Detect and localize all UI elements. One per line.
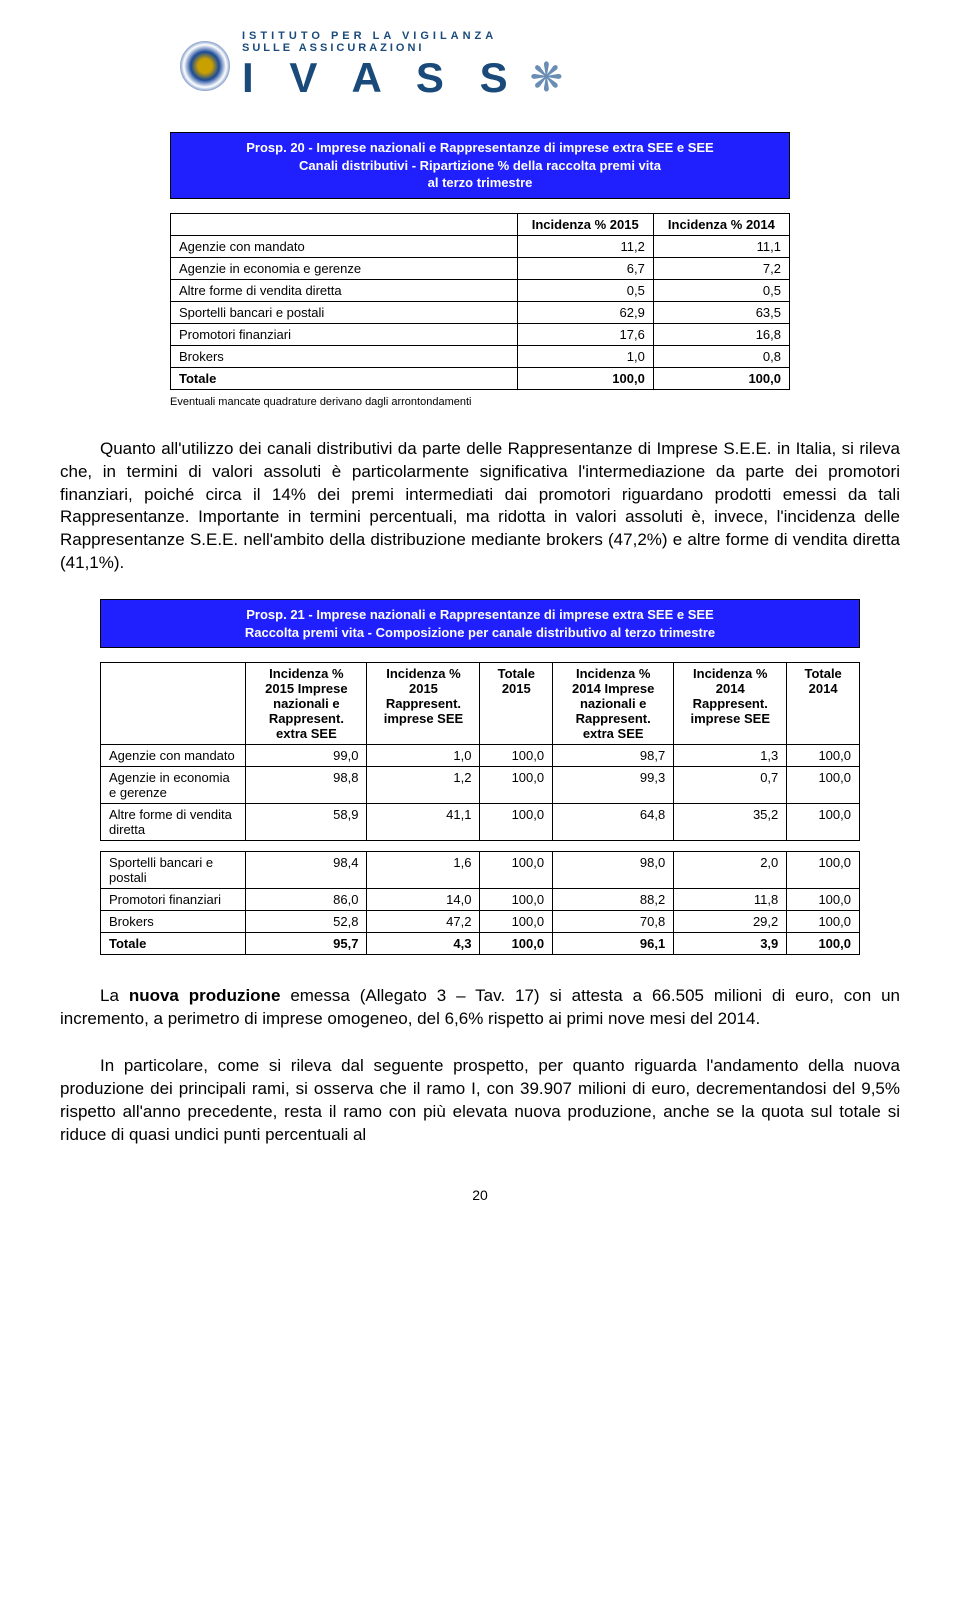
- table-row: Brokers 1,0 0,8: [171, 345, 790, 367]
- prosp20-col2: Incidenza % 2014: [653, 213, 789, 235]
- table-row: Sportelli bancari e postali 62,9 63,5: [171, 301, 790, 323]
- prosp21-h6: Totale 2014: [787, 663, 860, 745]
- page-number: 20: [60, 1187, 900, 1203]
- prosp21-title-l2: Raccolta premi vita - Composizione per c…: [111, 624, 849, 642]
- prosp21-table: Incidenza % 2015 Imprese nazionali e Rap…: [100, 662, 860, 955]
- prosp21-title-l1: Prosp. 21 - Imprese nazionali e Rapprese…: [111, 606, 849, 624]
- prosp20-table: Incidenza % 2015 Incidenza % 2014 Agenzi…: [170, 213, 790, 390]
- table-row: Agenzie con mandato 11,2 11,1: [171, 235, 790, 257]
- table-row: Brokers 52,8 47,2 100,0 70,8 29,2 100,0: [101, 911, 860, 933]
- emblem-icon: [180, 41, 230, 91]
- prosp21-h4: Incidenza % 2014 Imprese nazionali e Rap…: [553, 663, 674, 745]
- prosp20-col1: Incidenza % 2015: [517, 213, 653, 235]
- prosp20-header: Prosp. 20 - Imprese nazionali e Rapprese…: [170, 132, 790, 199]
- table-row: Altre forme di vendita diretta 0,5 0,5: [171, 279, 790, 301]
- prosp21-h2: Incidenza % 2015 Rappresent. imprese SEE: [367, 663, 480, 745]
- logo-brand: I V A S S: [242, 54, 520, 102]
- table-row: Sportelli bancari e postali 98,4 1,6 100…: [101, 852, 860, 889]
- prosp20-title-l2: Canali distributivi - Ripartizione % del…: [181, 157, 779, 175]
- table-row: Agenzie in economia e gerenze 6,7 7,2: [171, 257, 790, 279]
- prosp21-h1: Incidenza % 2015 Imprese nazionali e Rap…: [246, 663, 367, 745]
- paragraph-2: La nuova produzione emessa (Allegato 3 –…: [60, 985, 900, 1031]
- table-total-row: Totale 100,0 100,0: [171, 367, 790, 389]
- table-row: Altre forme di vendita diretta 58,9 41,1…: [101, 804, 860, 841]
- table-row: Agenzie in economia e gerenze 98,8 1,2 1…: [101, 767, 860, 804]
- logo-header: ISTITUTO PER LA VIGILANZA SULLE ASSICURA…: [180, 30, 900, 102]
- prosp20-title-l3: al terzo trimestre: [181, 174, 779, 192]
- prosp21-h5: Incidenza % 2014 Rappresent. imprese SEE: [674, 663, 787, 745]
- paragraph-1: Quanto all'utilizzo dei canali distribut…: [60, 438, 900, 576]
- logo-top-line: ISTITUTO PER LA VIGILANZA: [242, 30, 563, 42]
- paragraph-3: In particolare, come si rileva dal segue…: [60, 1055, 900, 1147]
- logo-sub-line: SULLE ASSICURAZIONI: [242, 42, 563, 54]
- ornament-icon: ❋: [530, 55, 564, 101]
- table-total-row: Totale 95,7 4,3 100,0 96,1 3,9 100,0: [101, 933, 860, 955]
- prosp21-h3: Totale 2015: [480, 663, 553, 745]
- table-row: Agenzie con mandato 99,0 1,0 100,0 98,7 …: [101, 745, 860, 767]
- prosp20-title-l1: Prosp. 20 - Imprese nazionali e Rapprese…: [181, 139, 779, 157]
- prosp20-footnote: Eventuali mancate quadrature derivano da…: [170, 396, 790, 408]
- table-row: Promotori finanziari 17,6 16,8: [171, 323, 790, 345]
- prosp21-header: Prosp. 21 - Imprese nazionali e Rapprese…: [100, 599, 860, 648]
- table-row: Promotori finanziari 86,0 14,0 100,0 88,…: [101, 889, 860, 911]
